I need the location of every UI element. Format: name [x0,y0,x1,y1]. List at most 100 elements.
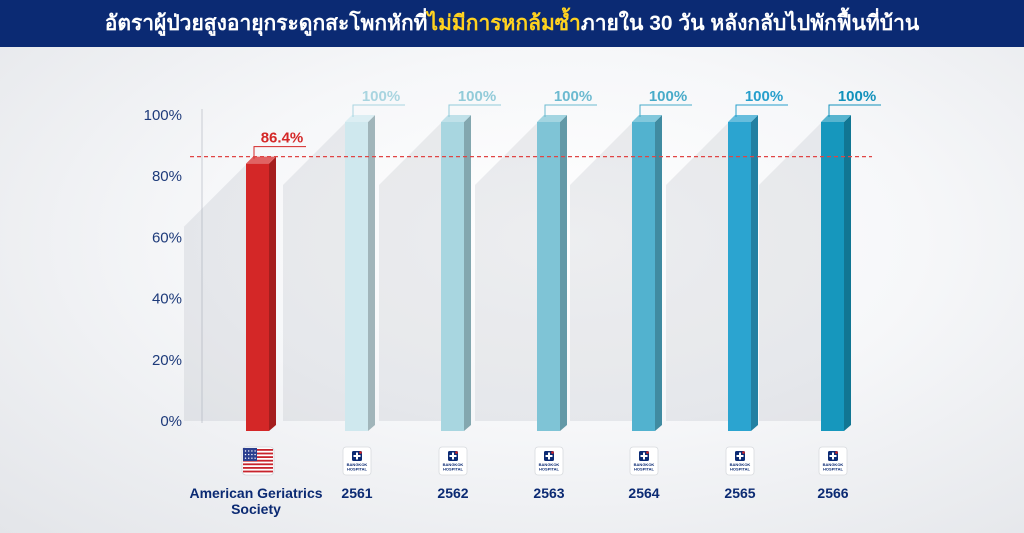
bar-group: 100% [666,88,788,431]
logo-dot [742,451,745,454]
y-tick-label: 20% [152,352,182,369]
logo-cross-h [640,455,648,457]
x-category-label-line: American Geriatrics [189,485,322,501]
bar-shadow [184,164,246,421]
x-category-label: American Geriatrics Society [189,485,322,517]
value-leader-line [448,104,501,117]
logo-cross-h [545,455,553,457]
logo-text-line2: HOSPITAL [539,467,559,472]
flag-star [254,457,256,459]
logo-dot [455,451,458,454]
bar-side [655,115,662,431]
flag-stripe [243,470,273,473]
logo-cross-h [829,455,837,457]
x-category-label: 2566 [817,485,848,501]
bar-shadow [475,123,537,421]
y-tick-label: 40% [152,291,182,308]
bar [728,122,751,431]
flag-star [244,453,247,456]
x-category-label-line: 2565 [724,485,755,501]
bar-shadow [570,123,632,421]
bar-side [269,156,276,431]
flag-stripe [243,459,273,462]
y-tick-label: 0% [160,413,182,430]
flag-stripe [243,456,273,458]
logo-text-line1: BANGKOK [539,462,560,467]
bar-side [560,115,567,431]
flag-stripe [243,449,273,451]
logo-text-line1: BANGKOK [823,462,844,467]
x-category-label: 2564 [628,485,659,501]
bar [345,122,368,431]
value-label: 100% [649,88,687,105]
us-flag-icon [241,446,275,476]
x-category-label-line: 2562 [437,485,468,501]
x-category-label: 2562 [437,485,468,501]
bar-shadow [283,123,345,421]
value-label: 100% [458,88,496,105]
logo-dot [551,451,554,454]
bar [632,122,655,431]
bar [441,122,464,431]
flag-star [251,450,253,452]
flag-star [244,450,247,452]
bar-group: 86.4% [184,130,306,431]
flag-star [244,457,247,459]
title-text-end: ภายใน 30 วัน หลังกลับไปพักฟื้นที่บ้าน [580,12,920,35]
logo-cross-h [736,455,744,457]
chart-title: อัตราผู้ป่วยสูงอายุกระดูกสะโพกหักที่ ไม่ม… [0,0,1024,47]
flag-star [251,457,253,459]
value-leader-line [352,104,405,117]
flag-star [248,453,250,456]
value-leader-line [253,146,306,159]
x-category-label: 2561 [341,485,372,501]
value-label: 100% [745,88,783,105]
bar-group: 100% [283,88,405,431]
value-leader-line [735,104,788,117]
x-category-label: 2565 [724,485,755,501]
title-text-highlight: ไม่มีการหกล้มซ้ำ [427,12,581,35]
logo-cross-h [353,455,361,457]
flag-stripe [243,452,273,455]
flag-star [254,450,256,452]
x-category-label: 2563 [533,485,564,501]
logo-text-line2: HOSPITAL [823,467,843,472]
bar-chart: 0% 20% 40% 60% 80% 100% 86.4% 100% 100% 100% 100% 1… [144,88,881,517]
x-category-label-line: Society [231,501,281,517]
y-tick-label: 100% [144,107,182,124]
value-leader-line [544,104,597,117]
title-text-start: อัตราผู้ป่วยสูงอายุกระดูกสะโพกหักที่ [104,12,428,35]
bar-side [751,115,758,431]
bar [821,122,844,431]
flag-star [248,450,250,452]
bar-group: 100% [379,88,501,431]
flag-star [254,453,256,456]
bar [246,163,269,431]
logo-text-line2: HOSPITAL [730,467,750,472]
logo-text-line1: BANGKOK [730,462,751,467]
bar-side [464,115,471,431]
flag-star [251,453,253,456]
bar [537,122,560,431]
y-tick-label: 60% [152,229,182,246]
bar-group: 100% [759,88,881,431]
flag-stripe [243,463,273,466]
bar-shadow [759,123,821,421]
value-label: 100% [838,88,876,105]
bar-group: 100% [475,88,597,431]
bar-shadow [379,123,441,421]
logo-text-line1: BANGKOK [347,462,368,467]
flag-star [248,457,250,459]
logo-cross-h [449,455,457,457]
value-label: 86.4% [261,130,304,147]
bar-side [368,115,375,431]
logo-text-line2: HOSPITAL [634,467,654,472]
x-category-label-line: 2566 [817,485,848,501]
value-leader-line [639,104,692,117]
logo-text-line2: HOSPITAL [443,467,463,472]
flag-stripe [243,467,273,469]
